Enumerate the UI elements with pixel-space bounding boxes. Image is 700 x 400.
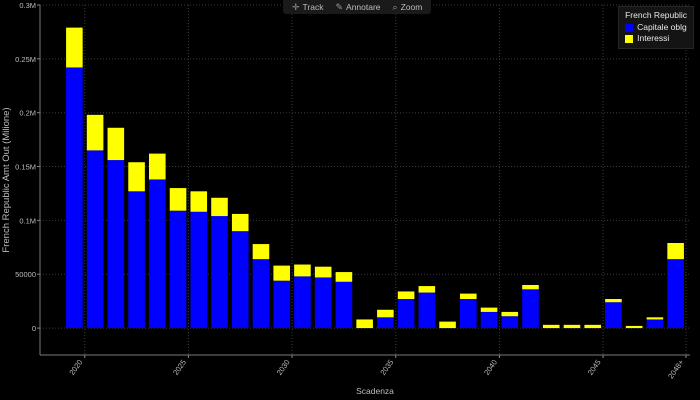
bar-interest-2045[interactable] (605, 299, 622, 303)
bar-interest-2024[interactable] (169, 188, 187, 211)
bar-capital-2045[interactable] (605, 302, 622, 329)
bar-interest-2026[interactable] (211, 197, 228, 217)
bar-interest-2031[interactable] (314, 266, 332, 278)
crosshair-icon: ✛ (292, 2, 300, 12)
bar-interest-2036[interactable] (418, 286, 436, 293)
bar-interest-2033[interactable] (356, 319, 373, 329)
x-tick-label: 2030 (275, 358, 292, 377)
bar-interest-2022[interactable] (128, 162, 145, 192)
bar-interest-2020[interactable] (86, 114, 104, 151)
bar-capital-2028[interactable] (252, 259, 270, 329)
bar-interest-2030[interactable] (294, 264, 311, 277)
axes (37, 4, 690, 358)
bar-capital-2035[interactable] (397, 299, 415, 329)
bar-interest-2028[interactable] (252, 244, 270, 260)
track-label: Track (302, 2, 324, 12)
bar-interest-2027[interactable] (231, 213, 249, 232)
x-tick-label: 2025 (171, 358, 188, 377)
legend: French Republic Capitale oblg Interessi (618, 6, 694, 49)
y-tick-label: 0.1M (19, 216, 36, 225)
bar-capital-2024[interactable] (169, 210, 187, 329)
annotate-label: Annotare (346, 2, 381, 12)
bar-capital-2023[interactable] (149, 179, 166, 329)
magnifier-icon: ⌕ (392, 2, 398, 12)
legend-item-capital[interactable]: Capitale oblg (625, 22, 687, 33)
x-tick-label: 2035 (378, 358, 395, 377)
bar-capital-2021[interactable] (107, 160, 125, 329)
bar-capital-2022[interactable] (128, 191, 145, 329)
bar-capital-2025[interactable] (190, 211, 208, 329)
bar-interest-2048+[interactable] (667, 243, 684, 260)
bar-capital-2031[interactable] (314, 277, 332, 329)
bar-interest-2040[interactable] (501, 311, 519, 317)
bar-capital-2034[interactable] (377, 317, 394, 329)
y-tick-label: 0.15M (15, 163, 36, 172)
x-tick-label: 2045 (586, 358, 603, 377)
bar-capital-2039[interactable] (480, 311, 498, 329)
annotate-button[interactable]: ✎ Annotare (330, 0, 385, 14)
x-tick-label: 2020 (67, 358, 84, 377)
tick-labels: 0 50000 0.1M 0.15M 0.2M 0.25M 0.3M 2020 2025 2030… (15, 1, 686, 380)
bar-interest-2044[interactable] (584, 324, 601, 329)
zoom-label: Zoom (400, 2, 423, 12)
x-tick-label: 2040 (482, 358, 499, 377)
x-tick-label: 2048+ (666, 357, 686, 380)
bar-interest-2025[interactable] (190, 191, 208, 212)
bar-interest-2029[interactable] (273, 265, 290, 281)
bar-interest-2038[interactable] (460, 293, 477, 299)
legend-swatch-capital (625, 23, 634, 32)
y-tick-label: 0.25M (15, 55, 36, 64)
y-tick-label: 0.2M (19, 109, 36, 118)
bar-interest-2019[interactable] (66, 27, 83, 68)
bar-capital-2040[interactable] (501, 316, 519, 329)
bar-capital-2019[interactable] (66, 67, 83, 329)
bar-capital-2020[interactable] (86, 150, 104, 329)
y-tick-label: 50000 (15, 270, 36, 279)
bar-capital-2041[interactable] (522, 289, 539, 329)
bars (66, 27, 684, 329)
bar-capital-2029[interactable] (273, 280, 290, 329)
bar-interest-2021[interactable] (107, 127, 125, 161)
pencil-icon: ✎ (335, 2, 344, 12)
bar-capital-2026[interactable] (211, 216, 228, 329)
legend-item-interest[interactable]: Interessi (625, 33, 687, 44)
bar-interest-2037[interactable] (439, 321, 456, 329)
bar-capital-2027[interactable] (231, 231, 249, 329)
bar-capital-2036[interactable] (418, 292, 436, 329)
bar-capital-2048+[interactable] (667, 259, 684, 329)
bar-interest-2032[interactable] (335, 272, 353, 282)
bar-capital-2032[interactable] (335, 281, 353, 329)
bar-capital-2030[interactable] (294, 276, 311, 329)
chart-toolbar: ✛ Track ✎ Annotare ⌕ Zoom (283, 0, 432, 14)
bar-capital-2038[interactable] (460, 299, 477, 329)
bar-capital-2047[interactable] (646, 319, 664, 329)
bar-interest-2043[interactable] (563, 324, 581, 329)
legend-label-interest: Interessi (637, 33, 670, 43)
x-axis-label: Scadenza (356, 386, 394, 396)
bar-interest-2039[interactable] (480, 307, 498, 312)
legend-title: French Republic (625, 10, 687, 20)
bar-interest-2034[interactable] (377, 309, 394, 318)
y-tick-label: 0 (32, 324, 36, 333)
bar-interest-2047[interactable] (646, 317, 664, 320)
y-axis-label: French Republic Amt Out (Milione) (1, 107, 12, 252)
bar-interest-2023[interactable] (149, 153, 166, 180)
bar-interest-2046[interactable] (625, 325, 643, 329)
track-button[interactable]: ✛ Track (287, 0, 328, 14)
y-tick-label: 0.3M (19, 1, 36, 10)
bar-interest-2042[interactable] (542, 324, 560, 329)
legend-label-capital: Capitale oblg (637, 22, 687, 32)
zoom-button[interactable]: ⌕ Zoom (388, 0, 428, 14)
bar-interest-2041[interactable] (522, 285, 539, 290)
bar-interest-2035[interactable] (397, 291, 415, 299)
legend-swatch-interest (625, 34, 634, 43)
